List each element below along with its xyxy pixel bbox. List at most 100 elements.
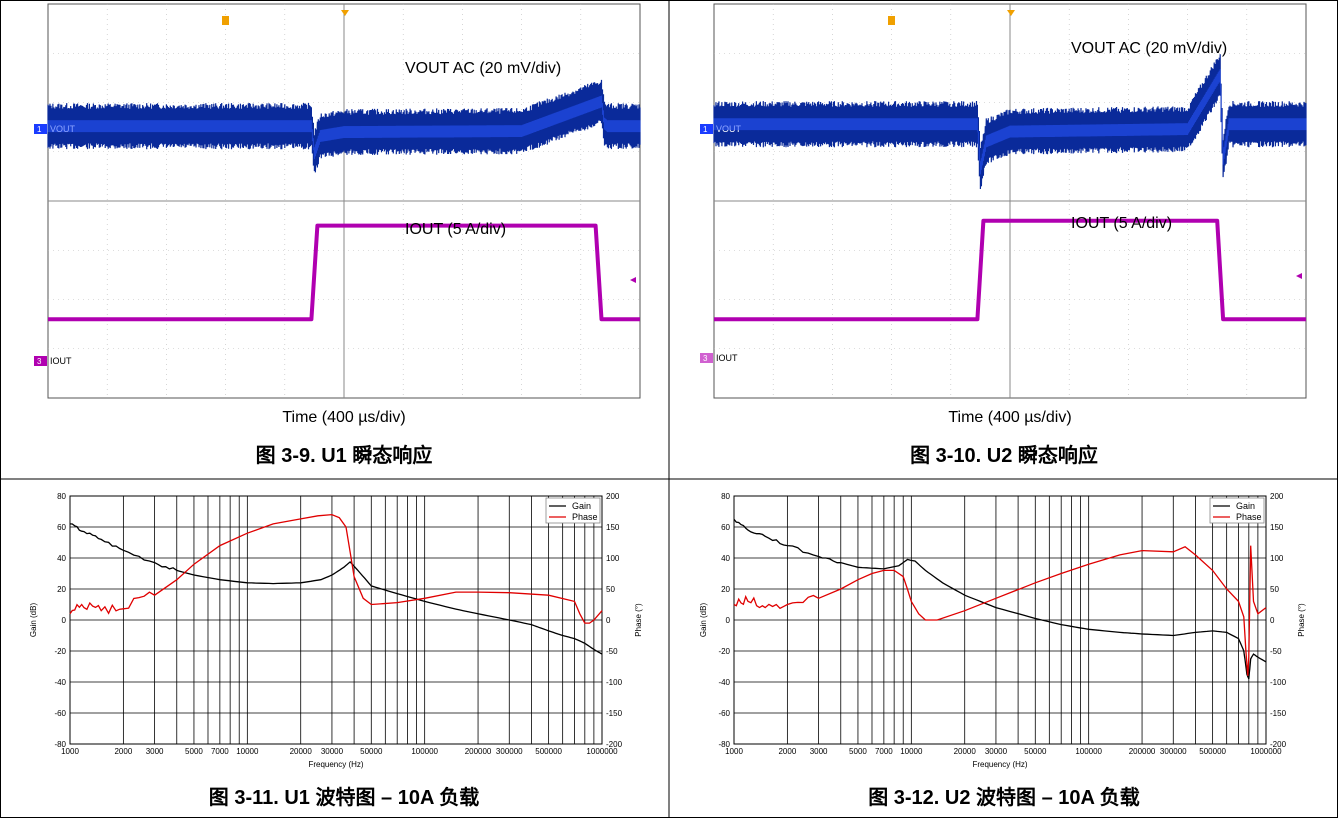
y2-tick-label: 0 — [1270, 616, 1275, 625]
trigger-marker — [222, 10, 349, 25]
y2-tick-label: 200 — [606, 492, 620, 501]
caption: 图 3-12. U2 波特图 – 10A 负载 — [868, 785, 1140, 809]
ch1-num: 1 — [37, 125, 42, 134]
x-tick-label: 500000 — [535, 747, 562, 756]
y-axis-label-left: Gain (dB) — [29, 603, 38, 638]
x-tick-label: 50000 — [360, 747, 383, 756]
vout-trace-core — [47, 95, 641, 160]
gain-series-line — [69, 523, 603, 655]
ch3-tag: IOUT — [50, 356, 72, 366]
x-tick-label: 30000 — [985, 747, 1008, 756]
time-label: Time (400 µs/div) — [282, 409, 405, 426]
y-axis-label-right: Phase (°) — [634, 603, 643, 637]
legend-gain: Gain — [572, 501, 591, 511]
y2-tick-label: -200 — [606, 740, 623, 749]
right-edge-marker — [630, 277, 636, 283]
y-tick-label: -40 — [718, 678, 730, 687]
y-tick-label: 60 — [721, 523, 730, 532]
y-tick-label: -60 — [54, 709, 66, 718]
y2-tick-label: -150 — [606, 709, 623, 718]
x-tick-label: 1000000 — [1250, 747, 1282, 756]
x-tick-label: 200000 — [465, 747, 492, 756]
ch3-tag: IOUT — [716, 353, 738, 363]
y-tick-label: -80 — [718, 740, 730, 749]
scope-grid — [48, 4, 640, 398]
legend-gain: Gain — [1236, 501, 1255, 511]
ch3-num: 3 — [37, 357, 42, 366]
x-tick-label: 5000 — [849, 747, 867, 756]
x-tick-label: 3000 — [146, 747, 164, 756]
y2-tick-label: -100 — [1270, 678, 1287, 687]
x-tick-label: 1000000 — [586, 747, 618, 756]
iout-label: IOUT (5 A/div) — [405, 221, 506, 238]
ch1-num: 1 — [703, 125, 708, 134]
y-tick-label: -20 — [718, 647, 730, 656]
y-tick-label: 20 — [57, 585, 66, 594]
phase-series-line — [69, 513, 603, 624]
x-tick-label: 50000 — [1024, 747, 1047, 756]
right-edge-marker — [1296, 273, 1302, 279]
x-tick-label: 10000 — [900, 747, 923, 756]
x-axis-label: Frequency (Hz) — [308, 760, 363, 769]
ch3-num: 3 — [703, 354, 708, 363]
time-label: Time (400 µs/div) — [948, 409, 1071, 426]
vout-trace-core — [713, 68, 1307, 175]
y2-tick-label: 50 — [1270, 585, 1279, 594]
y2-tick-label: -50 — [606, 647, 618, 656]
gain-series-line — [733, 518, 1267, 680]
y-tick-label: 80 — [721, 492, 730, 501]
x-tick-label: 300000 — [1160, 747, 1187, 756]
y2-tick-label: 150 — [1270, 523, 1284, 532]
y2-tick-label: 150 — [606, 523, 620, 532]
ch3-marker: 3 IOUT — [34, 356, 72, 366]
y-tick-label: -40 — [54, 678, 66, 687]
trigger-marker — [888, 10, 1015, 25]
x-tick-label: 2000 — [114, 747, 132, 756]
bode-ticks: 806040200-20-40-60-80200150100500-50-100… — [54, 492, 622, 756]
vout-label: VOUT AC (20 mV/div) — [405, 60, 561, 77]
y-tick-label: 20 — [721, 585, 730, 594]
y2-tick-label: -150 — [1270, 709, 1287, 718]
bode-panel-u1: 806040200-20-40-60-80200150100500-50-100… — [29, 492, 643, 809]
legend-phase: Phase — [572, 512, 598, 522]
x-tick-label: 500000 — [1199, 747, 1226, 756]
y-tick-label: 80 — [57, 492, 66, 501]
y-tick-label: 60 — [57, 523, 66, 532]
phase-series-line — [733, 545, 1267, 676]
x-tick-label: 2000 — [778, 747, 796, 756]
y2-tick-label: 100 — [606, 554, 620, 563]
y2-tick-label: -200 — [1270, 740, 1287, 749]
y-axis-label-left: Gain (dB) — [699, 603, 708, 638]
y2-tick-label: -100 — [606, 678, 623, 687]
y-tick-label: 0 — [62, 616, 67, 625]
y2-tick-label: 200 — [1270, 492, 1284, 501]
y-tick-label: 40 — [57, 554, 66, 563]
y-tick-label: 40 — [721, 554, 730, 563]
scope-panel-u2: 1 VOUT 3 IOUT VOUT AC (20 mV/div) IOUT (… — [700, 3, 1307, 467]
bode-ticks: 806040200-20-40-60-80200150100500-50-100… — [718, 492, 1286, 756]
y-tick-label: -60 — [718, 709, 730, 718]
legend: Gain Phase — [1209, 497, 1265, 524]
x-tick-label: 5000 — [185, 747, 203, 756]
bode-grid — [733, 495, 1267, 745]
x-tick-label: 30000 — [321, 747, 344, 756]
y2-tick-label: -50 — [1270, 647, 1282, 656]
x-tick-label: 100000 — [411, 747, 438, 756]
y-tick-label: -20 — [54, 647, 66, 656]
y-tick-label: 0 — [726, 616, 731, 625]
y-axis-label-right: Phase (°) — [1297, 603, 1306, 637]
scope-panel-u1: 1 VOUT 3 IOUT VOUT AC (20 mV/div) IOUT (… — [34, 3, 641, 467]
caption: 图 3-11. U1 波特图 – 10A 负载 — [209, 785, 479, 809]
iout-trace — [714, 218, 1306, 322]
x-tick-label: 20000 — [954, 747, 977, 756]
x-tick-label: 1000 — [61, 747, 79, 756]
legend: Gain Phase — [545, 497, 601, 524]
iout-label: IOUT (5 A/div) — [1071, 215, 1172, 232]
vout-label: VOUT AC (20 mV/div) — [1071, 40, 1227, 57]
legend-phase: Phase — [1236, 512, 1262, 522]
scope-grid — [714, 4, 1306, 398]
x-axis-label: Frequency (Hz) — [972, 760, 1027, 769]
bode-panel-u2: 806040200-20-40-60-80200150100500-50-100… — [699, 492, 1306, 809]
x-tick-label: 7000 — [875, 747, 893, 756]
